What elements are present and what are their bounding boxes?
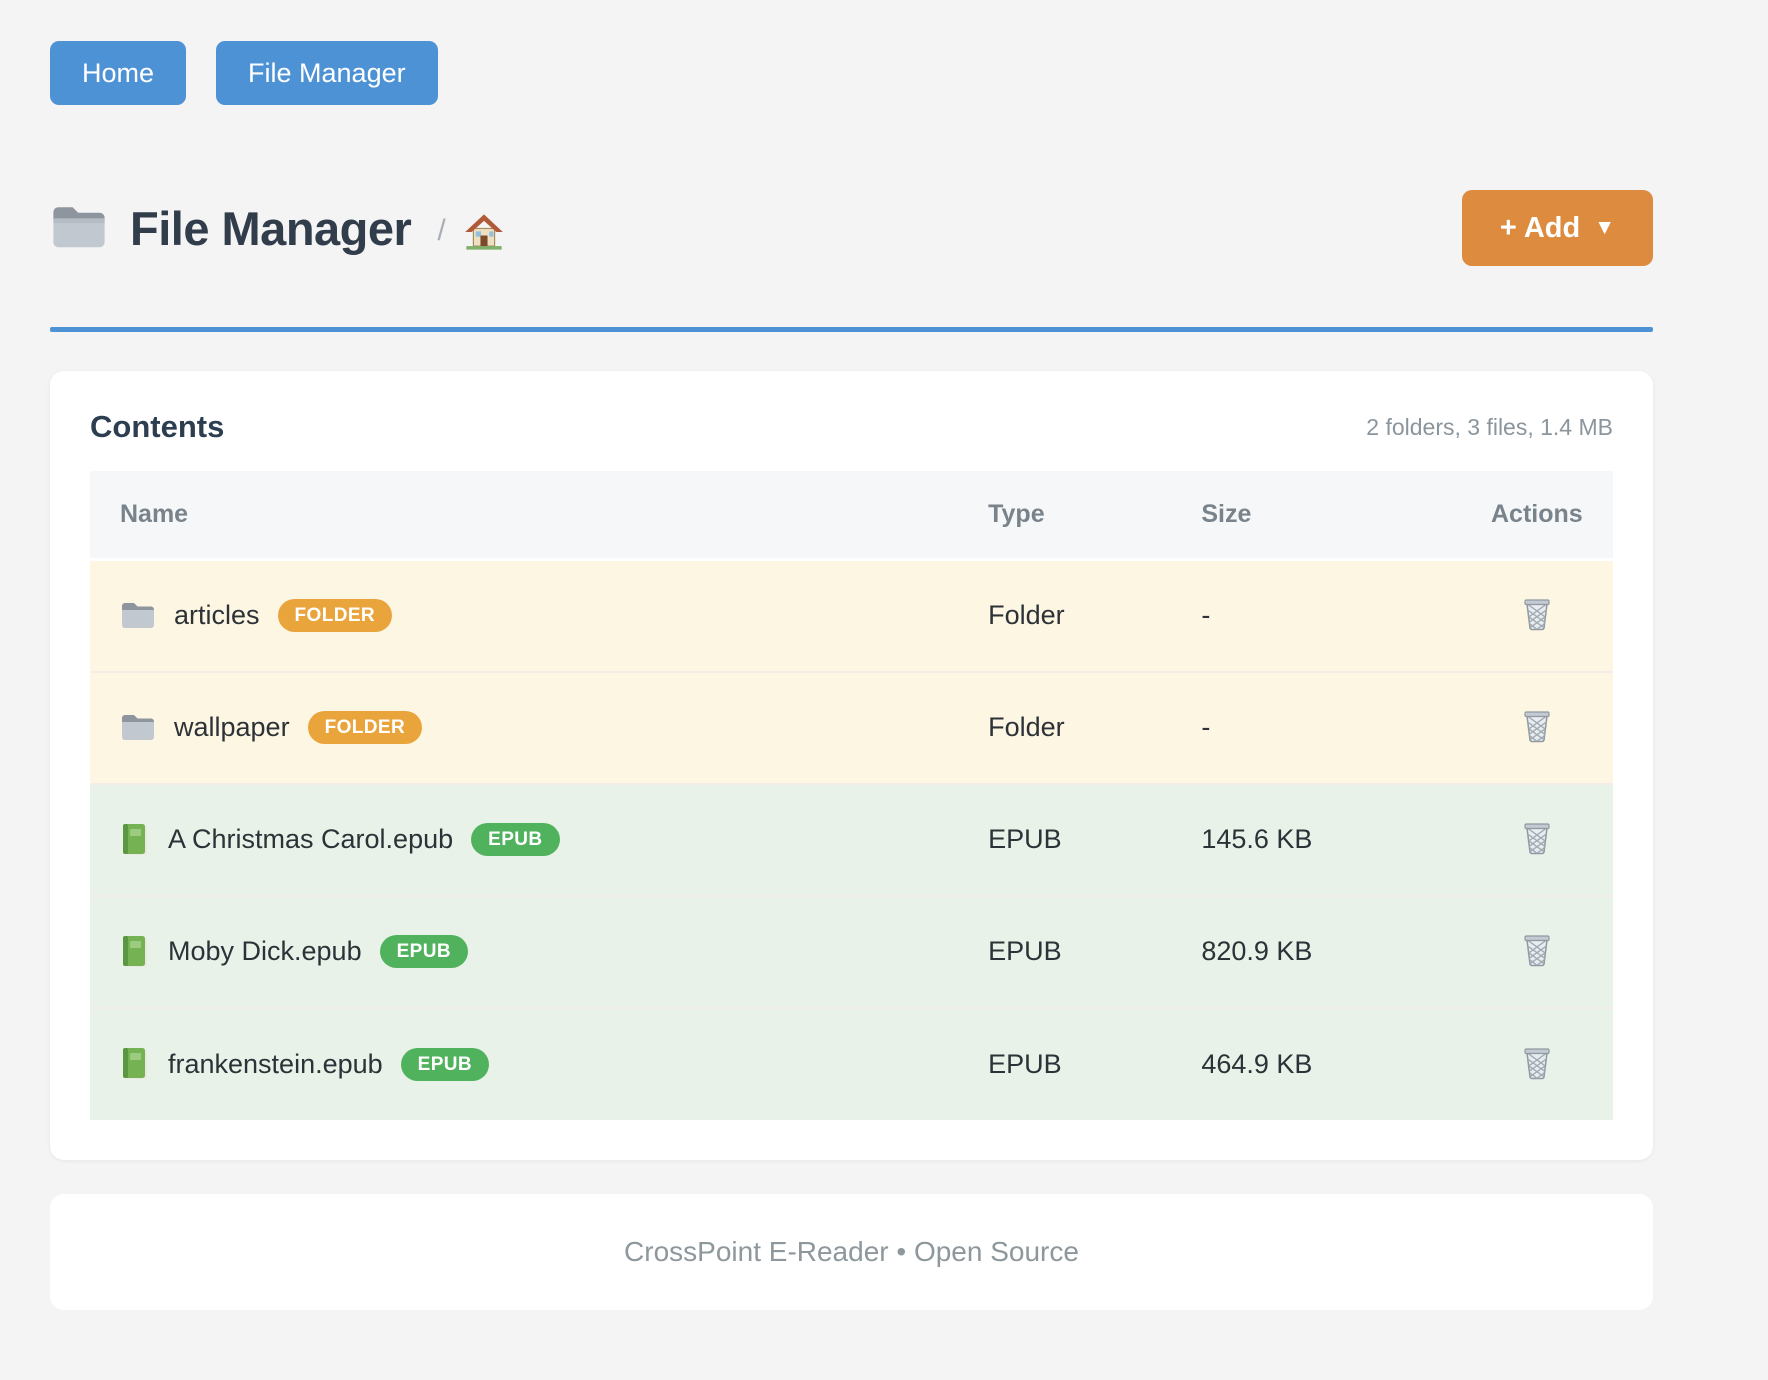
page: Home File Manager File Manager /	[50, 41, 1653, 1310]
footer: CrossPoint E-Reader • Open Source	[50, 1193, 1653, 1310]
footer-text: CrossPoint E-Reader • Open Source	[624, 1235, 1079, 1267]
breadcrumb-separator: /	[437, 214, 446, 247]
delete-button[interactable]	[1516, 1041, 1558, 1085]
table-row-christmas-carol: A Christmas Carol.epub EPUB EPUB 145.6 K…	[90, 782, 1613, 896]
delete-button[interactable]	[1516, 816, 1558, 860]
file-table: Name Type Size Actions	[90, 471, 1613, 1120]
epub-badge: EPUB	[471, 823, 560, 856]
contents-heading: Contents	[90, 409, 225, 444]
trash-icon	[1520, 596, 1554, 632]
file-name[interactable]: frankenstein.epub	[168, 1048, 383, 1079]
column-header-size: Size	[1171, 471, 1461, 561]
file-size: -	[1171, 559, 1461, 672]
folder-badge: FOLDER	[277, 599, 393, 633]
table-header-row: Name Type Size Actions	[90, 471, 1613, 561]
contents-summary: 2 folders, 3 files, 1.4 MB	[1366, 413, 1613, 440]
file-type: Folder	[958, 670, 1172, 784]
add-button[interactable]: + Add ▼	[1461, 190, 1653, 266]
file-type: EPUB	[958, 894, 1172, 1008]
table-row-articles: articles FOLDER Folder -	[90, 559, 1613, 672]
file-size: -	[1171, 670, 1461, 784]
column-header-name: Name	[90, 471, 959, 561]
page-title: File Manager	[130, 201, 412, 255]
epub-badge: EPUB	[400, 1047, 490, 1081]
green-book-icon	[120, 823, 150, 857]
file-type: EPUB	[958, 1006, 1172, 1120]
folder-icon	[120, 713, 156, 743]
trash-icon	[1520, 1045, 1554, 1081]
trash-icon	[1520, 932, 1554, 968]
file-name[interactable]: wallpaper	[174, 712, 290, 742]
contents-card: Contents 2 folders, 3 files, 1.4 MB Name…	[50, 371, 1653, 1160]
nav-file-manager-button[interactable]: File Manager	[216, 41, 438, 105]
header-divider	[50, 327, 1653, 332]
file-name[interactable]: articles	[174, 600, 260, 631]
trash-icon	[1520, 820, 1554, 856]
file-type: Folder	[958, 559, 1172, 672]
column-header-actions: Actions	[1460, 471, 1613, 561]
nav-home-button[interactable]: Home	[50, 41, 187, 105]
epub-badge: EPUB	[379, 935, 468, 968]
delete-button[interactable]	[1516, 928, 1558, 972]
column-header-type: Type	[958, 471, 1172, 561]
breadcrumb-nav: Home File Manager	[50, 41, 1653, 105]
open-folder-icon	[50, 204, 108, 252]
table-row-frankenstein: frankenstein.epub EPUB EPUB 464.9 KB	[90, 1006, 1613, 1120]
file-size: 820.9 KB	[1171, 894, 1461, 1008]
home-house-icon[interactable]	[464, 212, 504, 252]
file-name[interactable]: A Christmas Carol.epub	[168, 824, 454, 854]
folder-badge: FOLDER	[307, 711, 423, 744]
trash-icon	[1520, 708, 1554, 744]
delete-button[interactable]	[1516, 704, 1558, 748]
chevron-down-icon: ▼	[1594, 216, 1615, 239]
table-row-moby-dick: Moby Dick.epub EPUB EPUB 820.9 KB	[90, 894, 1613, 1008]
file-size: 145.6 KB	[1171, 782, 1461, 896]
file-name[interactable]: Moby Dick.epub	[168, 936, 362, 966]
delete-button[interactable]	[1516, 592, 1558, 636]
page-header: File Manager / + Add ▼	[50, 190, 1653, 266]
folder-icon	[120, 601, 156, 631]
file-type: EPUB	[958, 782, 1172, 896]
file-size: 464.9 KB	[1171, 1006, 1461, 1120]
green-book-icon	[120, 1047, 150, 1081]
green-book-icon	[120, 935, 150, 969]
table-row-wallpaper: wallpaper FOLDER Folder -	[90, 670, 1613, 784]
